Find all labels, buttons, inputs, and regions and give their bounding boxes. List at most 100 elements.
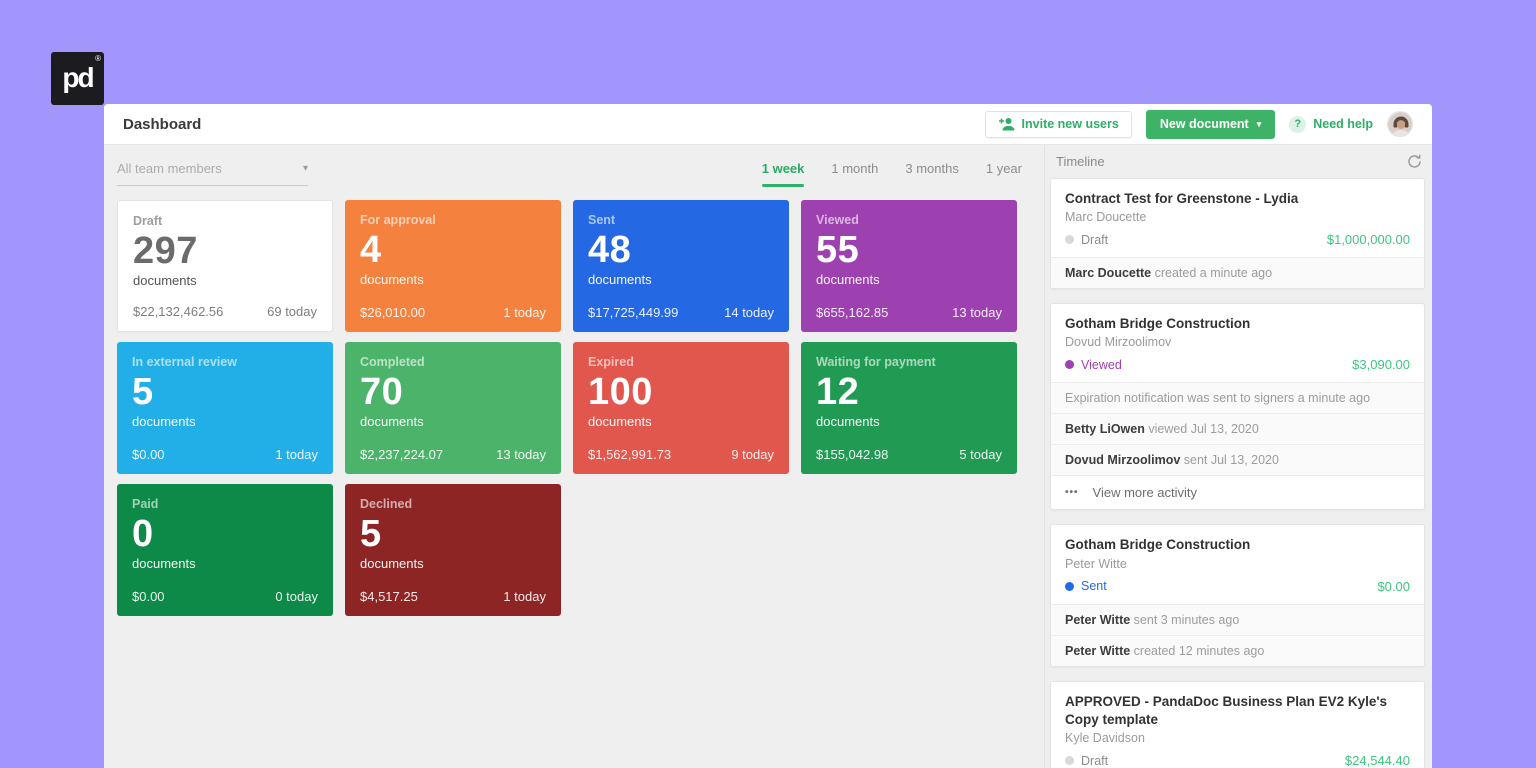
team-members-select[interactable]: All team members ▾ bbox=[117, 161, 308, 186]
filter-row: All team members ▾ 1 week 1 month 3 mont… bbox=[117, 161, 1044, 187]
tab-3-months[interactable]: 3 months bbox=[905, 161, 958, 187]
stat-cards-grid: Draft 297 documents $22,132,462.5669 tod… bbox=[117, 200, 1044, 616]
status-dot bbox=[1065, 756, 1074, 765]
timeline-card[interactable]: APPROVED - PandaDoc Business Plan EV2 Ky… bbox=[1050, 681, 1425, 768]
stat-card-unit: documents bbox=[588, 272, 774, 287]
stat-card-count: 4 bbox=[360, 231, 546, 271]
stat-card-completed[interactable]: Completed 70 documents $2,237,224.0713 t… bbox=[345, 342, 561, 474]
pandadoc-logo[interactable]: pd ® bbox=[51, 52, 104, 105]
stat-card-label: Expired bbox=[588, 355, 774, 369]
stat-card-declined[interactable]: Declined 5 documents $4,517.251 today bbox=[345, 484, 561, 616]
document-owner: Kyle Davidson bbox=[1065, 731, 1410, 745]
need-help-label: Need help bbox=[1313, 117, 1373, 131]
stat-card-label: For approval bbox=[360, 213, 546, 227]
stat-card-amount: $22,132,462.56 bbox=[133, 304, 223, 319]
stat-card-count: 297 bbox=[133, 232, 317, 272]
stat-card-amount: $26,010.00 bbox=[360, 305, 425, 320]
activity-row: Peter Witte created 12 minutes ago bbox=[1051, 635, 1424, 666]
invite-new-users-button[interactable]: Invite new users bbox=[985, 111, 1132, 138]
document-owner: Peter Witte bbox=[1065, 557, 1410, 571]
stat-card-paid[interactable]: Paid 0 documents $0.000 today bbox=[117, 484, 333, 616]
time-range-tabs: 1 week 1 month 3 months 1 year bbox=[762, 161, 1022, 187]
stat-card-today: 13 today bbox=[496, 447, 546, 462]
timeline-card[interactable]: Gotham Bridge Construction Dovud Mirzool… bbox=[1050, 303, 1425, 510]
stat-card-today: 9 today bbox=[731, 447, 774, 462]
activity-text: Expiration notification was sent to sign… bbox=[1065, 391, 1370, 405]
activity-row: Betty LiOwen viewed Jul 13, 2020 bbox=[1051, 413, 1424, 444]
stat-card-sent[interactable]: Sent 48 documents $17,725,449.99 14 today bbox=[573, 200, 789, 332]
stat-card-label: Declined bbox=[360, 497, 546, 511]
stat-card-amount: $17,725,449.99 bbox=[588, 305, 678, 320]
refresh-button[interactable] bbox=[1407, 154, 1422, 169]
refresh-icon bbox=[1407, 154, 1422, 169]
stat-card-today: 14 today bbox=[724, 305, 774, 320]
stat-card-label: Paid bbox=[132, 497, 318, 511]
stat-card-unit: documents bbox=[132, 414, 318, 429]
tab-1-year[interactable]: 1 year bbox=[986, 161, 1022, 187]
stat-card-amount: $0.00 bbox=[132, 589, 165, 604]
stat-card-count: 5 bbox=[360, 515, 546, 555]
stat-card-unit: documents bbox=[133, 273, 317, 288]
activity-text: created 12 minutes ago bbox=[1130, 644, 1264, 658]
stat-card-label: Sent bbox=[588, 213, 774, 227]
status-dot bbox=[1065, 582, 1074, 591]
stat-card-today: 1 today bbox=[275, 447, 318, 462]
stat-card-for-approval[interactable]: For approval 4 documents $26,010.001 tod… bbox=[345, 200, 561, 332]
tab-1-month[interactable]: 1 month bbox=[831, 161, 878, 187]
document-amount: $0.00 bbox=[1377, 579, 1410, 594]
stat-card-draft[interactable]: Draft 297 documents $22,132,462.5669 tod… bbox=[117, 200, 333, 332]
stat-card-viewed[interactable]: Viewed 55 documents $655,162.8513 today bbox=[801, 200, 1017, 332]
pandadoc-logo-glyph: pd bbox=[62, 62, 92, 94]
stat-card-count: 12 bbox=[816, 373, 1002, 413]
status-label: Draft bbox=[1081, 754, 1108, 768]
stat-card-waiting-for-payment[interactable]: Waiting for payment 12 documents $155,04… bbox=[801, 342, 1017, 474]
select-chevron-down-icon: ▾ bbox=[303, 163, 308, 174]
stat-card-in-external-review[interactable]: In external review 5 documents $0.001 to… bbox=[117, 342, 333, 474]
status-label: Draft bbox=[1081, 233, 1108, 247]
stat-card-count: 5 bbox=[132, 373, 318, 413]
activity-text: sent 3 minutes ago bbox=[1130, 613, 1239, 627]
timeline-panel: Timeline Contract Test for Greenstone - … bbox=[1045, 145, 1432, 768]
activity-text: created a minute ago bbox=[1151, 266, 1272, 280]
document-amount: $1,000,000.00 bbox=[1327, 232, 1410, 247]
document-title: Gotham Bridge Construction bbox=[1065, 536, 1410, 554]
stat-card-count: 0 bbox=[132, 515, 318, 555]
invite-new-users-label: Invite new users bbox=[1022, 117, 1119, 131]
tab-1-week[interactable]: 1 week bbox=[762, 161, 805, 187]
view-more-activity-button[interactable]: ••• View more activity bbox=[1051, 475, 1424, 509]
new-document-button[interactable]: New document ▾ bbox=[1146, 110, 1275, 139]
page-title: Dashboard bbox=[123, 116, 201, 133]
status-label: Sent bbox=[1081, 579, 1107, 593]
status-dot bbox=[1065, 360, 1074, 369]
user-avatar[interactable] bbox=[1387, 111, 1413, 137]
activity-row: Expiration notification was sent to sign… bbox=[1051, 382, 1424, 413]
stat-card-amount: $655,162.85 bbox=[816, 305, 888, 320]
team-members-select-value: All team members bbox=[117, 161, 222, 176]
stat-card-count: 48 bbox=[588, 231, 774, 271]
stat-card-amount: $0.00 bbox=[132, 447, 165, 462]
stat-card-today: 1 today bbox=[503, 305, 546, 320]
activity-row: Dovud Mirzoolimov sent Jul 13, 2020 bbox=[1051, 444, 1424, 475]
stat-card-label: Completed bbox=[360, 355, 546, 369]
view-more-activity-label: View more activity bbox=[1093, 485, 1198, 500]
timeline-card[interactable]: Gotham Bridge Construction Peter Witte S… bbox=[1050, 524, 1425, 666]
stat-card-count: 100 bbox=[588, 373, 774, 413]
stat-card-expired[interactable]: Expired 100 documents $1,562,991.739 tod… bbox=[573, 342, 789, 474]
document-title: Contract Test for Greenstone - Lydia bbox=[1065, 190, 1410, 208]
stat-card-unit: documents bbox=[132, 556, 318, 571]
activity-actor: Betty LiOwen bbox=[1065, 422, 1145, 436]
activity-actor: Peter Witte bbox=[1065, 644, 1130, 658]
chevron-down-icon: ▾ bbox=[1257, 119, 1262, 130]
document-title: APPROVED - PandaDoc Business Plan EV2 Ky… bbox=[1065, 693, 1410, 729]
stat-card-today: 13 today bbox=[952, 305, 1002, 320]
activity-text: sent Jul 13, 2020 bbox=[1180, 453, 1279, 467]
need-help-button[interactable]: ? Need help bbox=[1289, 116, 1373, 133]
timeline-card[interactable]: Contract Test for Greenstone - Lydia Mar… bbox=[1050, 178, 1425, 289]
status-dot bbox=[1065, 235, 1074, 244]
activity-actor: Peter Witte bbox=[1065, 613, 1130, 627]
add-user-icon bbox=[998, 117, 1015, 131]
stat-card-unit: documents bbox=[360, 414, 546, 429]
document-amount: $24,544.40 bbox=[1345, 753, 1410, 768]
activity-text: viewed Jul 13, 2020 bbox=[1145, 422, 1259, 436]
new-document-label: New document bbox=[1160, 117, 1249, 131]
